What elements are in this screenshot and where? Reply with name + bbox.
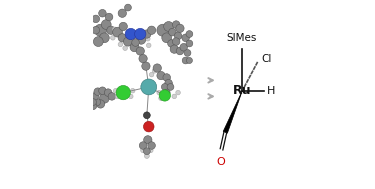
Circle shape (153, 64, 161, 72)
Circle shape (107, 26, 115, 34)
Circle shape (99, 93, 109, 103)
Circle shape (99, 9, 106, 17)
Text: O: O (216, 157, 225, 167)
Circle shape (136, 47, 144, 55)
Circle shape (167, 84, 174, 90)
Text: SIMes: SIMes (227, 33, 257, 43)
Circle shape (123, 37, 132, 46)
Circle shape (130, 88, 135, 93)
Circle shape (112, 27, 123, 37)
Circle shape (89, 102, 97, 110)
Circle shape (104, 89, 112, 96)
Circle shape (144, 121, 154, 132)
Circle shape (93, 98, 100, 106)
Circle shape (186, 57, 192, 64)
Circle shape (176, 24, 184, 33)
Circle shape (125, 28, 136, 40)
Circle shape (118, 9, 126, 17)
Circle shape (148, 142, 155, 149)
Circle shape (184, 50, 191, 56)
Circle shape (186, 31, 193, 37)
Circle shape (176, 90, 180, 95)
Circle shape (93, 37, 103, 46)
Circle shape (144, 153, 149, 158)
Text: Ru: Ru (233, 84, 252, 97)
Circle shape (144, 148, 150, 155)
Circle shape (144, 136, 152, 144)
Circle shape (90, 99, 96, 105)
Circle shape (119, 22, 128, 31)
Circle shape (169, 28, 176, 36)
Circle shape (135, 28, 146, 40)
Circle shape (148, 148, 153, 153)
Circle shape (123, 46, 128, 50)
Circle shape (172, 38, 180, 45)
Circle shape (139, 54, 147, 63)
Circle shape (147, 26, 156, 34)
Circle shape (105, 13, 113, 21)
Circle shape (101, 20, 111, 29)
Circle shape (182, 57, 189, 64)
Circle shape (168, 40, 175, 47)
Circle shape (91, 93, 99, 100)
Circle shape (176, 47, 184, 55)
Circle shape (99, 87, 106, 94)
Circle shape (161, 84, 168, 90)
Circle shape (116, 85, 130, 100)
Circle shape (172, 21, 180, 28)
Circle shape (94, 88, 102, 95)
Circle shape (165, 79, 172, 87)
Circle shape (182, 34, 189, 42)
Circle shape (163, 89, 170, 96)
Circle shape (124, 4, 131, 11)
Circle shape (163, 74, 171, 81)
Circle shape (99, 33, 109, 43)
Circle shape (96, 100, 105, 108)
Circle shape (111, 36, 115, 40)
Circle shape (92, 15, 100, 23)
Circle shape (180, 43, 188, 51)
Circle shape (94, 24, 106, 36)
Circle shape (170, 45, 178, 53)
Circle shape (144, 112, 150, 119)
Circle shape (130, 43, 139, 52)
Circle shape (115, 94, 120, 99)
Circle shape (174, 32, 182, 40)
Circle shape (157, 24, 169, 36)
Circle shape (92, 26, 100, 34)
Circle shape (136, 35, 146, 44)
Circle shape (139, 142, 147, 149)
Circle shape (172, 94, 177, 99)
Circle shape (132, 39, 139, 46)
Circle shape (146, 36, 150, 41)
Circle shape (108, 93, 116, 100)
Circle shape (159, 90, 171, 101)
Circle shape (118, 34, 126, 42)
Circle shape (143, 30, 151, 38)
Circle shape (134, 36, 139, 40)
Circle shape (152, 69, 157, 73)
Circle shape (129, 41, 133, 46)
Circle shape (164, 22, 174, 31)
Circle shape (157, 71, 165, 80)
Circle shape (162, 33, 172, 43)
Circle shape (142, 62, 150, 70)
Text: Cl: Cl (261, 54, 272, 64)
Circle shape (141, 79, 157, 95)
Text: H: H (267, 86, 275, 96)
Circle shape (157, 90, 161, 95)
Circle shape (149, 72, 154, 77)
Circle shape (141, 148, 146, 153)
Circle shape (147, 43, 151, 48)
Circle shape (186, 40, 193, 47)
Circle shape (118, 42, 123, 47)
Polygon shape (223, 91, 242, 133)
Circle shape (159, 96, 163, 101)
Circle shape (112, 27, 117, 32)
Circle shape (129, 94, 133, 99)
Circle shape (113, 88, 118, 93)
